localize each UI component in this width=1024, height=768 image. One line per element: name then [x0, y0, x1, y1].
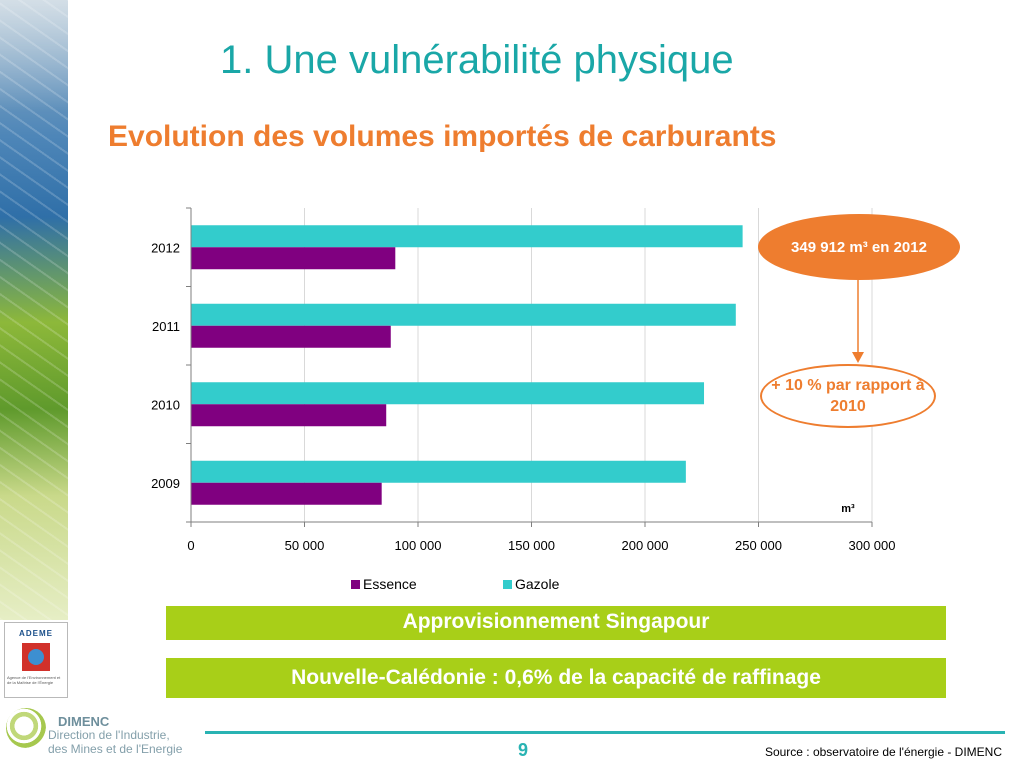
bar-gazole-2010	[191, 382, 705, 405]
x-tick-label: 0	[187, 538, 194, 553]
dimenc-logo-text: DIMENC	[58, 714, 110, 729]
footer-divider	[205, 731, 1005, 734]
source-note: Source : observatoire de l'énergie - DIM…	[764, 745, 1002, 759]
ademe-logo-text: ADEME	[19, 629, 53, 638]
bar-essence-2011	[191, 325, 391, 348]
bar-gazole-2011	[191, 303, 736, 326]
x-tick-label: 300 000	[849, 538, 896, 553]
dimenc-emblem-icon	[6, 708, 46, 748]
total-2012-callout: 349 912 m³ en 2012	[758, 214, 960, 280]
x-tick-label: 150 000	[508, 538, 555, 553]
x-tick-label: 200 000	[622, 538, 669, 553]
ademe-emblem-icon	[22, 643, 50, 671]
y-tick-label: 2010	[151, 397, 180, 412]
ademe-logo-subtitle: Agence de l'Environnement et de la Maîtr…	[7, 675, 61, 685]
callout-arrow-icon	[852, 352, 864, 363]
page-number: 9	[518, 740, 529, 760]
y-tick-label: 2012	[151, 240, 180, 255]
legend-swatch-gazole	[503, 580, 512, 589]
unit-label: m³	[841, 503, 855, 515]
bar-essence-2012	[191, 247, 396, 270]
x-tick-label: 50 000	[285, 538, 325, 553]
bar-essence-2009	[191, 482, 382, 505]
import-volumes-chart: 2009 2010 2011 2012 0 50 000 100 000 150 000 200…	[151, 207, 896, 592]
y-tick-label: 2009	[151, 476, 180, 491]
ademe-logo: ADEME Agence de l'Environnement et de la…	[4, 622, 68, 698]
callout-connector	[852, 280, 864, 363]
growth-callout: + 10 % par rapport à 2010	[760, 364, 936, 428]
legend-swatch-essence	[351, 580, 360, 589]
legend-label-essence: Essence	[363, 576, 417, 592]
slide-title: 1. Une vulnérabilité physique	[220, 38, 734, 82]
y-tick-label: 2011	[152, 319, 180, 334]
x-tick-label: 100 000	[395, 538, 442, 553]
bar-essence-2010	[191, 404, 387, 427]
bar-gazole-2012	[191, 225, 743, 248]
refining-banner: Nouvelle-Calédonie : 0,6% de la capacité…	[166, 658, 946, 698]
dimenc-logo-line1: Direction de l'Industrie,	[48, 728, 170, 742]
legend-label-gazole: Gazole	[515, 576, 560, 592]
dimenc-logo-line2: des Mines et de l'Energie	[48, 742, 183, 756]
decorative-photo-strip	[0, 0, 68, 620]
slide-subtitle: Evolution des volumes importés de carbur…	[108, 120, 777, 153]
bar-gazole-2009	[191, 460, 686, 483]
supply-banner: Approvisionnement Singapour	[166, 606, 946, 640]
x-tick-label: 250 000	[735, 538, 782, 553]
